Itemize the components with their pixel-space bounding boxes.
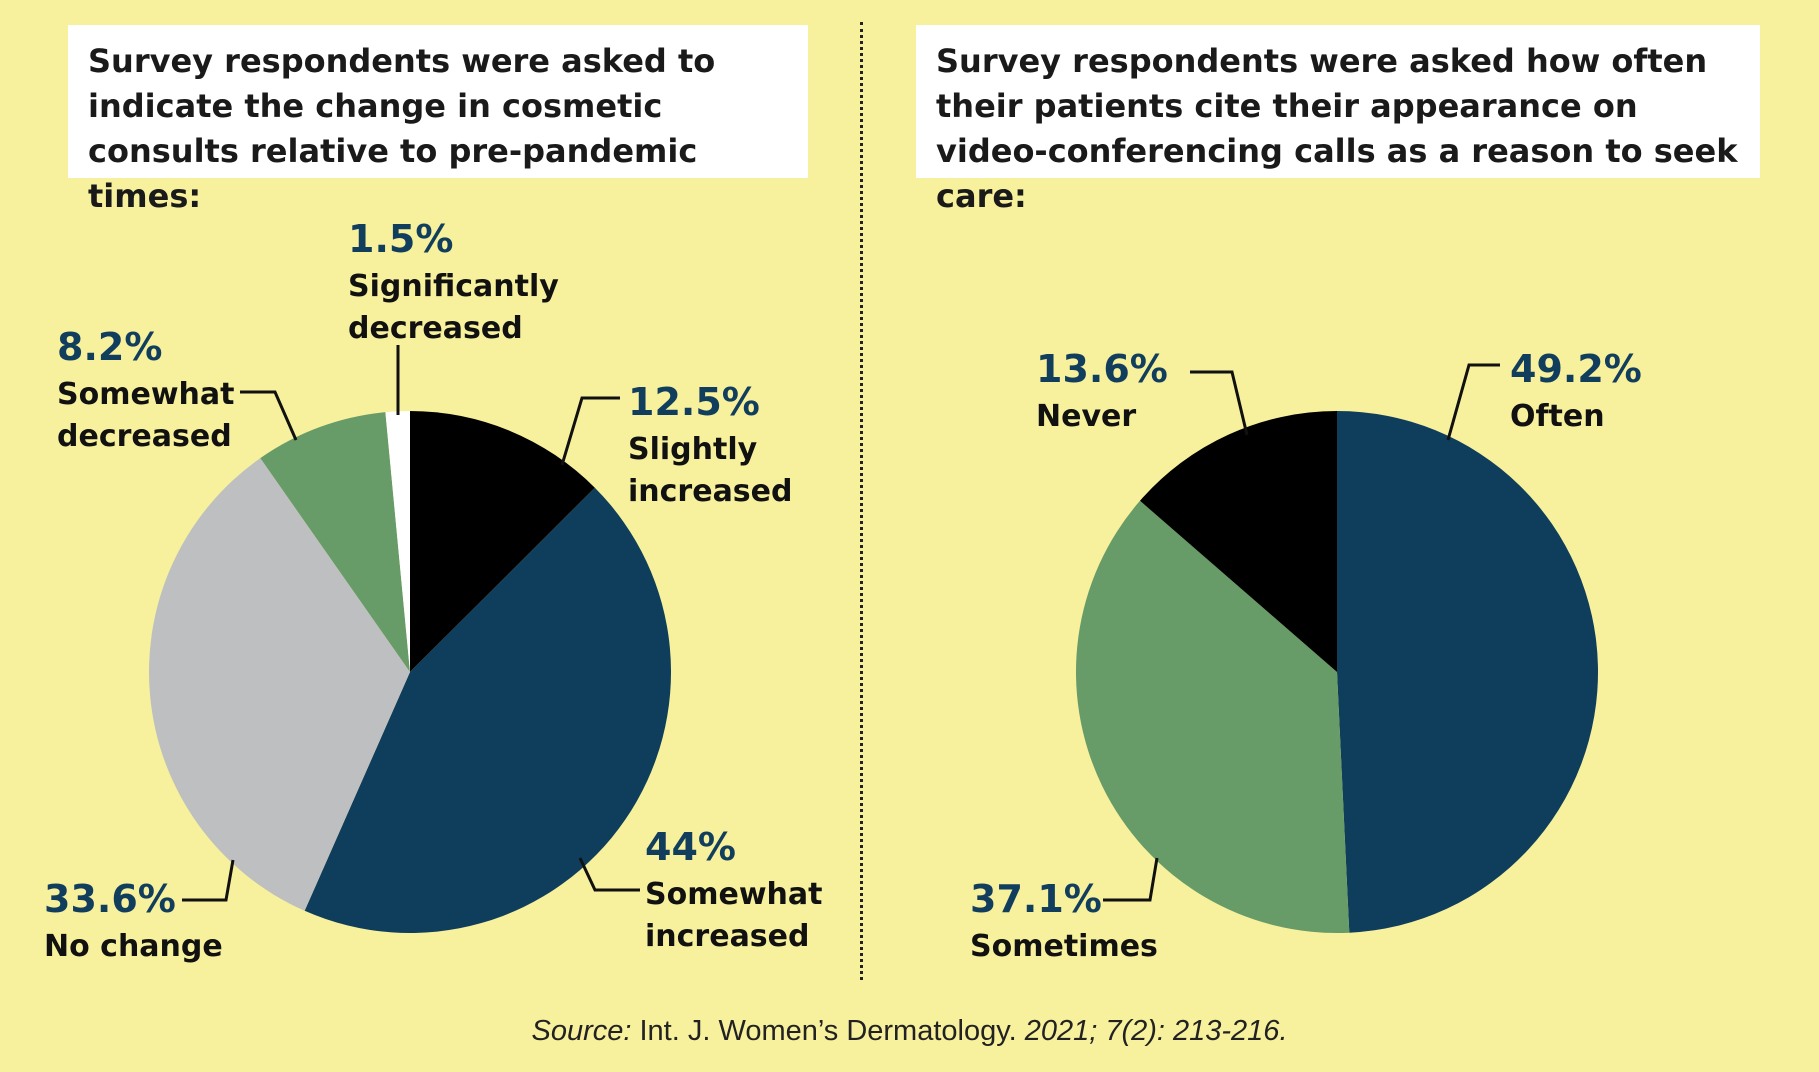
slice-label-slight-inc: 12.5% Slightly increased xyxy=(628,380,793,509)
leader-line xyxy=(560,396,620,466)
value-label: 13.6% xyxy=(1036,347,1168,391)
slice-label-sig-dec: 1.5% Significantly decreased xyxy=(348,217,559,346)
category-label: increased xyxy=(645,919,810,954)
leader-line xyxy=(240,390,298,441)
slice-label-often: 49.2% Often xyxy=(1510,347,1642,434)
value-label: 44% xyxy=(645,825,736,869)
category-label: decreased xyxy=(57,419,232,454)
value-label: 49.2% xyxy=(1510,347,1642,391)
slice-often xyxy=(1337,411,1599,933)
leader-line xyxy=(1103,857,1159,902)
dotted-divider xyxy=(860,22,863,980)
value-label: 33.6% xyxy=(44,877,176,921)
category-label: No change xyxy=(44,929,223,964)
leader-line xyxy=(578,857,640,892)
slice-no-change xyxy=(149,458,411,911)
slice-label-sometimes: 37.1% Sometimes xyxy=(970,877,1158,964)
category-label: decreased xyxy=(348,311,523,346)
slice-slightly-increased xyxy=(410,410,595,672)
category-label: Sometimes xyxy=(970,929,1158,964)
category-label: increased xyxy=(628,474,793,509)
right-question-text: Survey respondents were asked how often … xyxy=(936,42,1738,215)
leader-line xyxy=(1190,370,1249,436)
slice-significantly-decreased xyxy=(385,411,410,672)
leader-line xyxy=(182,859,235,902)
category-label: Often xyxy=(1510,399,1605,434)
left-question-text: Survey respondents were asked to indicat… xyxy=(88,42,716,215)
source-journal: Int. J. Women’s Dermatology. xyxy=(631,1015,1017,1047)
value-label: 1.5% xyxy=(348,217,453,261)
slice-label-some-dec: 8.2% Somewhat decreased xyxy=(57,325,234,454)
source-prefix: Source: xyxy=(531,1015,632,1047)
pie-right xyxy=(1075,411,1599,934)
category-label: Never xyxy=(1036,399,1136,434)
slice-label-no-change: 33.6% No change xyxy=(44,877,223,964)
source-citation-details: 2021; 7(2): 213-216. xyxy=(1016,1015,1288,1047)
pie-left xyxy=(149,410,672,934)
right-question-box: Survey respondents were asked how often … xyxy=(916,25,1760,215)
category-label: Significantly xyxy=(348,269,559,304)
slice-never xyxy=(1139,411,1337,672)
leader-line xyxy=(1446,363,1500,441)
value-label: 12.5% xyxy=(628,380,760,424)
category-label: Somewhat xyxy=(645,877,822,912)
slice-label-some-inc: 44% Somewhat increased xyxy=(645,825,822,954)
category-label: Slightly xyxy=(628,432,758,467)
left-question-box: Survey respondents were asked to indicat… xyxy=(68,25,808,215)
slice-sometimes xyxy=(1075,500,1350,934)
slice-label-never: 13.6% Never xyxy=(1036,347,1168,434)
slice-somewhat-decreased xyxy=(260,412,410,672)
value-label: 37.1% xyxy=(970,877,1102,921)
source-citation: Source: Int. J. Women’s Dermatology. 202… xyxy=(0,1015,1819,1048)
category-label: Somewhat xyxy=(57,377,234,412)
slice-somewhat-increased xyxy=(304,487,672,934)
value-label: 8.2% xyxy=(57,325,162,369)
